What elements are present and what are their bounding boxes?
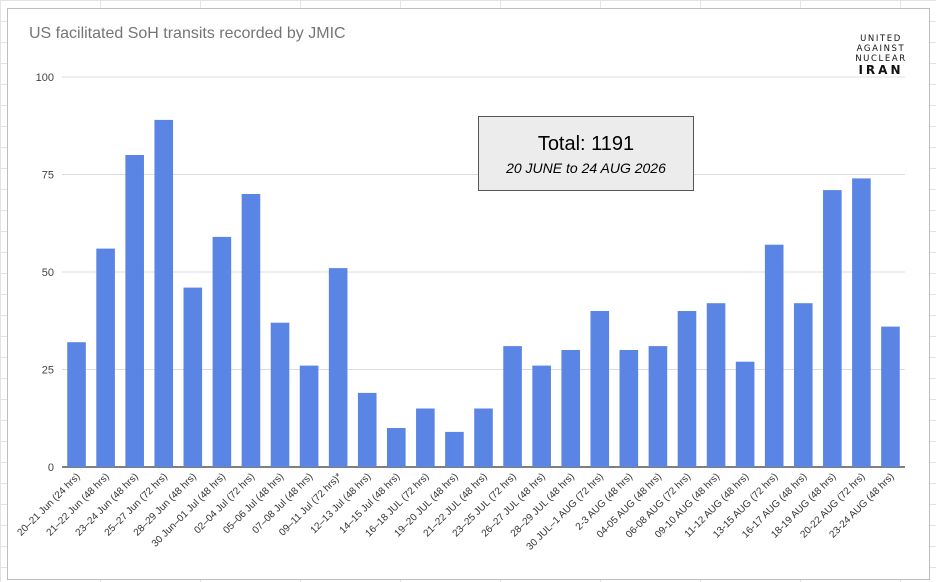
bar	[328, 268, 348, 467]
y-tick-label: 50	[42, 267, 54, 279]
bar	[532, 365, 551, 467]
y-tick-label: 75	[42, 170, 54, 182]
bar	[474, 408, 493, 467]
total-annotation-box: Total: 1191 20 JUNE to 24 AUG 2026	[478, 116, 694, 191]
bar	[735, 361, 755, 467]
bar	[416, 408, 435, 467]
bar	[183, 287, 203, 467]
bar	[270, 322, 290, 467]
bar	[706, 303, 726, 467]
bar	[590, 311, 610, 467]
bar	[503, 346, 522, 467]
bar	[96, 248, 115, 467]
y-tick-label: 100	[36, 72, 54, 84]
total-label: Total: 1191	[537, 133, 635, 155]
bar	[212, 236, 232, 467]
bar	[677, 311, 697, 467]
logo-line-united: UNITED	[860, 34, 902, 44]
bar	[357, 392, 377, 467]
bar	[852, 178, 871, 467]
bar	[154, 119, 174, 468]
bar	[125, 155, 144, 467]
logo-line-nuclear: NUCLEAR	[855, 54, 907, 64]
total-date-range: 20 JUNE to 24 AUG 2026	[506, 160, 666, 176]
bar	[241, 194, 261, 467]
bar	[764, 244, 784, 467]
bar	[823, 190, 842, 467]
bar	[386, 428, 406, 467]
bar	[445, 431, 464, 467]
bar	[67, 342, 86, 467]
bar	[793, 303, 813, 467]
chart-title: US facilitated SoH transits recorded by …	[29, 25, 346, 42]
uani-logo: UNITED AGAINST NUCLEAR IRAN	[852, 34, 910, 77]
bar	[299, 365, 319, 467]
bar	[881, 326, 900, 467]
bar	[561, 350, 581, 467]
logo-line-iran: IRAN	[858, 63, 904, 77]
y-tick-label: 0	[48, 462, 54, 474]
bar	[648, 346, 668, 467]
logo-line-against: AGAINST	[856, 44, 906, 54]
bar	[619, 350, 639, 467]
y-tick-label: 25	[42, 365, 54, 377]
